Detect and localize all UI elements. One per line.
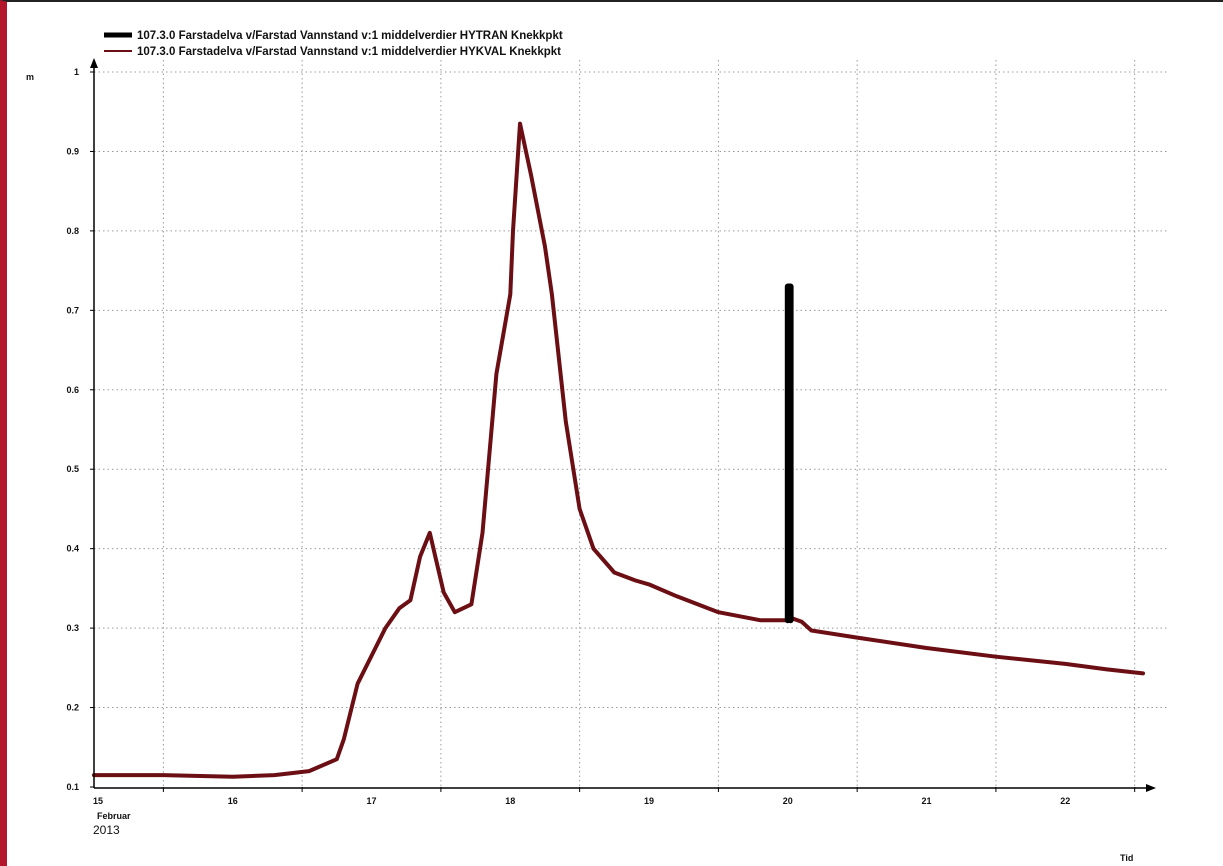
y-tick-label: 0.6 — [66, 385, 79, 395]
grid — [94, 60, 1168, 787]
y-ticks: 0.1 0.2 0.3 0.4 0.5 0.6 0.7 0.8 0.9 1 — [66, 67, 94, 792]
y-tick-label: 0.3 — [66, 623, 79, 633]
x-tick-label: 16 — [228, 796, 238, 806]
y-tick-label: 0.1 — [66, 782, 79, 792]
x-axis-label: Tid — [1120, 853, 1133, 863]
x-tick-label: 18 — [505, 796, 515, 806]
series-line-hykval — [92, 121, 1145, 779]
x-tick-label: 22 — [1060, 796, 1070, 806]
series-line-hytran — [784, 283, 794, 624]
x-ticks: 15 16 17 18 19 20 21 22 — [93, 787, 1136, 806]
x-year-label: 2013 — [93, 823, 120, 837]
x-tick-label: 20 — [783, 796, 793, 806]
y-axis-label: m — [26, 72, 34, 82]
legend-label-hykval: 107.3.0 Farstadelva v/Farstad Vannstand … — [137, 46, 561, 58]
legend: 107.3.0 Farstadelva v/Farstad Vannstand … — [104, 30, 563, 58]
y-tick-label: 0.4 — [66, 544, 79, 554]
x-tick-label: 17 — [367, 796, 377, 806]
y-tick-label: 0.2 — [66, 703, 79, 713]
x-tick-label: 15 — [93, 796, 103, 806]
x-tick-label: 21 — [922, 796, 932, 806]
y-tick-label: 0.8 — [66, 226, 79, 236]
y-tick-label: 0.9 — [66, 146, 79, 156]
x-month-label: Februar — [97, 811, 131, 821]
axes — [90, 58, 1156, 792]
y-tick-label: 0.7 — [66, 305, 79, 315]
legend-label-hytran: 107.3.0 Farstadelva v/Farstad Vannstand … — [137, 30, 563, 42]
y-tick-label: 0.5 — [66, 464, 79, 474]
x-axis-arrow — [1146, 784, 1156, 792]
series-layer — [92, 121, 1145, 779]
x-tick-label: 19 — [644, 796, 654, 806]
y-axis-arrow — [90, 58, 98, 68]
y-tick-label: 1 — [74, 67, 79, 77]
